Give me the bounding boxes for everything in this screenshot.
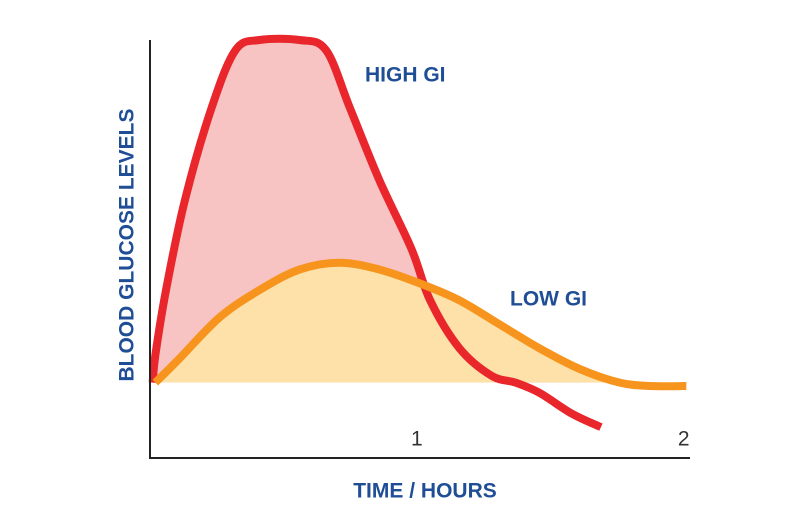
x-tick-label: 1 xyxy=(411,428,423,451)
series-label: HIGH GI xyxy=(365,64,446,87)
line xyxy=(148,34,603,431)
y-axis-label: BLOOD GLUCOSE LEVELS xyxy=(116,108,139,381)
x-tick-label: 2 xyxy=(678,428,690,451)
lines xyxy=(148,34,687,431)
area xyxy=(155,262,620,383)
fills xyxy=(152,38,620,383)
line xyxy=(152,258,687,391)
series-label: LOW GI xyxy=(510,288,587,311)
x-axis-label: TIME / HOURS xyxy=(353,480,497,503)
